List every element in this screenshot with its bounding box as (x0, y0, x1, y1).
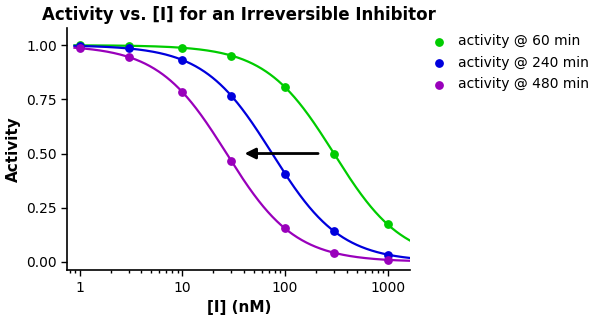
activity @ 240 min (329, 229, 339, 234)
activity @ 60 min (178, 45, 187, 50)
activity @ 240 min (178, 57, 187, 63)
activity @ 480 min (75, 46, 85, 51)
activity @ 480 min (280, 226, 290, 231)
activity @ 480 min (178, 89, 187, 94)
activity @ 240 min (226, 93, 236, 98)
activity @ 60 min (75, 43, 85, 48)
activity @ 480 min (383, 257, 392, 262)
Y-axis label: Activity: Activity (5, 116, 20, 182)
activity @ 240 min (383, 252, 392, 257)
activity @ 480 min (226, 158, 236, 163)
activity @ 240 min (280, 171, 290, 176)
activity @ 60 min (226, 53, 236, 58)
activity @ 240 min (75, 43, 85, 48)
activity @ 60 min (124, 43, 133, 48)
activity @ 480 min (124, 55, 133, 60)
activity @ 60 min (383, 222, 392, 227)
activity @ 60 min (280, 84, 290, 90)
activity @ 60 min (329, 151, 339, 156)
Legend: activity @ 60 min, activity @ 240 min, activity @ 480 min: activity @ 60 min, activity @ 240 min, a… (421, 30, 593, 96)
activity @ 240 min (124, 46, 133, 51)
activity @ 480 min (329, 250, 339, 255)
X-axis label: [I] (nM): [I] (nM) (206, 300, 271, 316)
Title: Activity vs. [I] for an Irreversible Inhibitor: Activity vs. [I] for an Irreversible Inh… (42, 5, 436, 23)
